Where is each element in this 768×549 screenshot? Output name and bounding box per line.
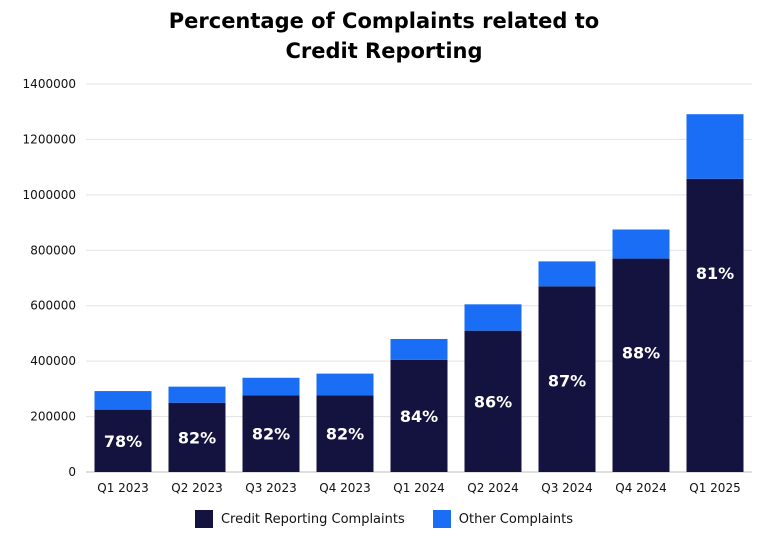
bar-other-complaints (464, 304, 522, 331)
x-axis-ticks: Q1 2023 Q2 2023 Q3 2023 Q4 2023 Q1 2024 Q2 20… (97, 481, 740, 495)
bar-other-complaints (242, 377, 300, 396)
y-tick-label: 600000 (30, 299, 76, 313)
x-tick-label: Q1 2023 (97, 481, 148, 495)
y-tick-label: 200000 (30, 410, 76, 424)
bar-other-complaints (94, 391, 152, 410)
legend-swatch-credit-reporting (194, 510, 213, 528)
x-tick-label: Q1 2024 (393, 481, 444, 495)
y-tick-label: 1000000 (23, 188, 76, 202)
bar-other-complaints (538, 261, 596, 287)
legend-label-other: Other Complaints (458, 511, 574, 527)
x-tick-label: Q3 2023 (245, 481, 296, 495)
legend: Credit Reporting Complaints Other Compla… (0, 510, 768, 528)
bar-percentage-label: 82% (326, 425, 364, 444)
bar-other-complaints (316, 373, 374, 396)
bar-percentage-label: 78% (104, 432, 142, 451)
y-tick-label: 1200000 (23, 132, 76, 146)
legend-label-credit-reporting: Credit Reporting Complaints (220, 511, 405, 527)
bar-credit-reporting (686, 178, 744, 473)
bar-labels: 78% 82% 82% 82% 84% 86% 87% 88% 81% (104, 264, 734, 451)
bar-other-complaints (168, 386, 226, 403)
bars (94, 114, 744, 473)
bar-percentage-label: 88% (622, 344, 660, 363)
bar-percentage-label: 86% (474, 392, 512, 411)
y-tick-label: 400000 (30, 354, 76, 368)
bar-credit-reporting (612, 258, 670, 472)
bar-credit-reporting (316, 395, 374, 472)
y-tick-label: 0 (68, 465, 76, 479)
y-tick-label: 800000 (30, 243, 76, 257)
chart-title-line-2: Credit Reporting (285, 39, 483, 63)
y-axis-ticks: 0 200000 400000 600000 800000 1000000 1200000 1… (23, 77, 76, 479)
legend-item-credit-reporting: Credit Reporting Complaints (194, 510, 405, 528)
bar-percentage-label: 84% (400, 407, 438, 426)
x-tick-label: Q2 2024 (467, 481, 518, 495)
bar-credit-reporting (464, 330, 522, 472)
bar-other-complaints (612, 229, 670, 259)
bar-other-complaints (686, 114, 744, 179)
x-tick-label: Q4 2024 (615, 481, 666, 495)
bar-percentage-label: 82% (252, 425, 290, 444)
x-tick-label: Q2 2023 (171, 481, 222, 495)
bar-credit-reporting (94, 409, 152, 472)
bar-credit-reporting (538, 286, 596, 472)
bar-percentage-label: 87% (548, 371, 586, 390)
chart-title-line-1: Percentage of Complaints related to (168, 9, 600, 33)
bar-percentage-label: 81% (696, 264, 734, 283)
x-tick-label: Q4 2023 (319, 481, 370, 495)
y-tick-label: 1400000 (23, 77, 76, 91)
x-tick-label: Q3 2024 (541, 481, 592, 495)
bar-credit-reporting (390, 359, 448, 472)
bar-percentage-label: 82% (178, 428, 216, 447)
chart-title: Percentage of Complaints related to Cred… (0, 6, 768, 66)
legend-swatch-other (432, 510, 451, 528)
bar-credit-reporting (168, 402, 226, 472)
bar-other-complaints (390, 338, 448, 360)
bar-credit-reporting (242, 395, 300, 472)
legend-item-other: Other Complaints (432, 510, 574, 528)
x-tick-label: Q1 2025 (689, 481, 740, 495)
